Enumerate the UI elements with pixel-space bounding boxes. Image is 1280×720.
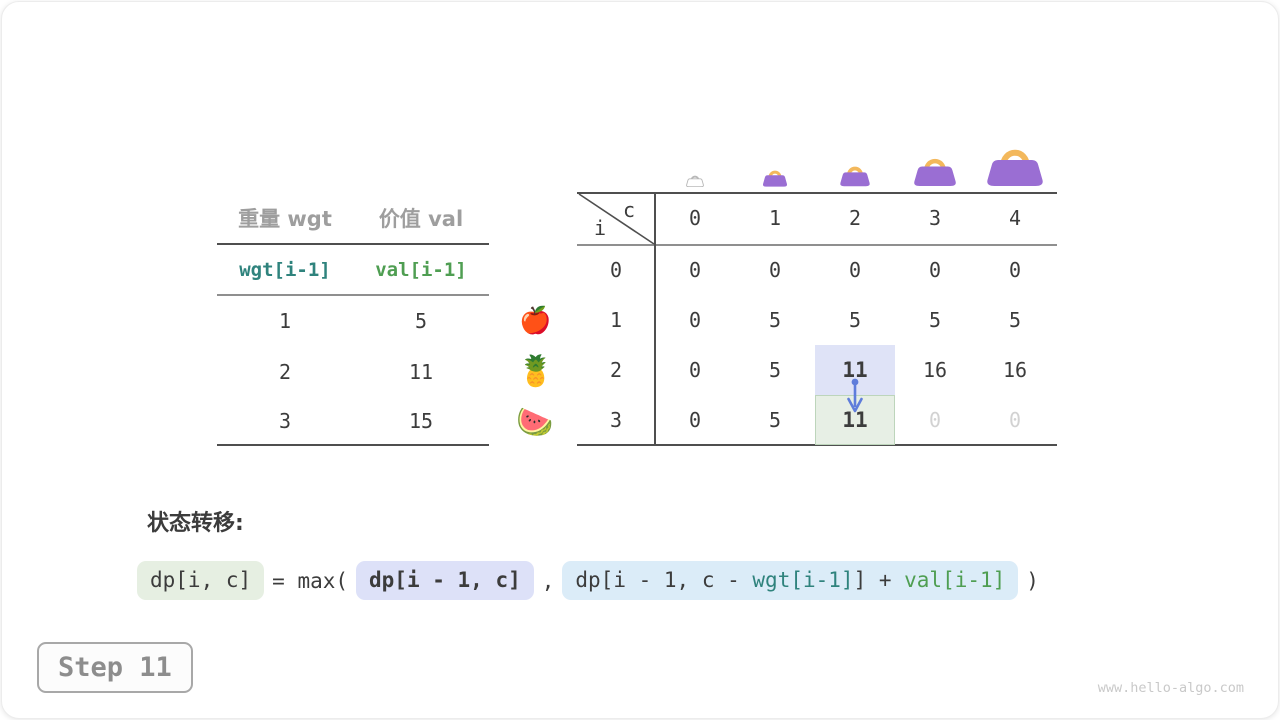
dp-cell-2-0: 0 xyxy=(688,358,702,382)
dp-col-header-4: 4 xyxy=(1008,206,1022,230)
bag-icon-capacity-4 xyxy=(987,149,1043,186)
formula-close-paren: ) xyxy=(1026,568,1039,593)
footer-url: www.hello-algo.com xyxy=(1097,680,1244,696)
item-3-value: 15 xyxy=(408,409,434,433)
dp-cell-1-3: 5 xyxy=(928,308,942,332)
item-3-weight: 3 xyxy=(278,409,292,433)
dp-row-label-2: 2 xyxy=(609,358,623,382)
dp-cell-3-1: 5 xyxy=(768,408,782,432)
bag-icon-capacity-0-empty xyxy=(686,175,704,187)
formula-arg1-pill: dp[i - 1, c] xyxy=(356,561,534,601)
items-index-val: val[i-1] xyxy=(375,259,467,281)
dp-cell-2-3: 16 xyxy=(922,358,948,382)
watermelon-icon: 🍉 xyxy=(516,405,554,440)
transition-label: 状态转移: xyxy=(147,511,244,536)
dp-cell-3-2-highlight-target: 11 xyxy=(815,395,895,445)
dp-cell-3-0: 0 xyxy=(688,408,702,432)
dp-row-1: 1 0 5 5 5 5 xyxy=(577,295,1057,345)
formula-comma: , xyxy=(541,568,555,593)
dp-corner-col-var: c xyxy=(623,198,636,222)
items-row-2: 2 11 xyxy=(217,347,489,397)
items-table: 重量 wgt 价值 val wgt[i-1] val[i-1] 1 5 2 11… xyxy=(217,192,489,448)
formula-arg2-wgt: wgt[i-1] xyxy=(752,568,854,592)
formula-eq-max: = max( xyxy=(272,568,349,593)
dp-cell-2-2-highlight-source: 11 xyxy=(815,345,895,395)
dp-corner-row-var: i xyxy=(594,216,607,240)
dp-line-top xyxy=(577,192,1057,194)
items-col-header-weight: 重量 wgt xyxy=(238,207,332,231)
dp-table-body: 0 0 0 0 0 0 1 0 5 5 5 5 2 0 5 11 16 xyxy=(577,245,1057,445)
dp-row-2: 2 0 5 11 16 16 xyxy=(577,345,1057,395)
items-index-row: wgt[i-1] val[i-1] xyxy=(217,245,489,295)
formula-arg2-pill: dp[i - 1, c - wgt[i-1]] + val[i-1] xyxy=(562,561,1019,601)
item-2-weight: 2 xyxy=(278,360,292,384)
apple-icon: 🍎 xyxy=(519,306,552,336)
dp-col-header-0: 0 xyxy=(688,206,702,230)
dp-cell-3-4: 0 xyxy=(1008,408,1022,432)
bag-icon-capacity-2 xyxy=(840,166,870,187)
dp-cell-2-4: 16 xyxy=(1002,358,1028,382)
dp-cell-1-0: 0 xyxy=(688,308,702,332)
dp-line-vertical xyxy=(654,192,656,446)
dp-col-header-2: 2 xyxy=(848,206,862,230)
dp-line-header xyxy=(577,244,1057,246)
dp-row-label-0: 0 xyxy=(609,258,623,282)
dp-cell-0-0: 0 xyxy=(688,258,702,282)
bag-icon-capacity-1 xyxy=(762,170,788,187)
formula-arg2-pre: dp[i - 1, c - xyxy=(575,568,753,592)
step-badge: Step 11 xyxy=(37,642,193,693)
dp-column-headers: 0 1 2 3 4 xyxy=(655,192,1055,244)
dp-line-bottom xyxy=(577,444,1057,446)
formula-lhs-pill: dp[i, c] xyxy=(137,561,265,601)
dp-cell-0-2: 0 xyxy=(848,258,862,282)
dp-cell-2-1: 5 xyxy=(768,358,782,382)
bag-icon-capacity-3 xyxy=(914,158,956,186)
items-header-row: 重量 wgt 价值 val xyxy=(217,192,489,244)
dp-table: c i 0 1 2 3 4 0 0 0 0 0 0 1 0 5 5 5 xyxy=(577,192,1057,448)
dp-row-label-1: 1 xyxy=(609,308,623,332)
item-1-value: 5 xyxy=(414,309,428,333)
items-table-line-top xyxy=(217,243,489,245)
dp-row-0: 0 0 0 0 0 0 xyxy=(577,245,1057,295)
items-table-line-bottom xyxy=(217,444,489,446)
dp-cell-0-3: 0 xyxy=(928,258,942,282)
dp-cell-0-4: 0 xyxy=(1008,258,1022,282)
dp-cell-1-1: 5 xyxy=(768,308,782,332)
dp-cell-1-4: 5 xyxy=(1008,308,1022,332)
dp-cell-3-3: 0 xyxy=(928,408,942,432)
items-row-1: 1 5 xyxy=(217,296,489,346)
formula-arg2-val: val[i-1] xyxy=(904,568,1006,592)
dp-col-header-3: 3 xyxy=(928,206,942,230)
items-table-line-mid xyxy=(217,294,489,296)
dp-col-header-1: 1 xyxy=(768,206,782,230)
dp-row-3: 3 0 5 11 0 0 xyxy=(577,395,1057,445)
item-1-weight: 1 xyxy=(278,309,292,333)
dp-row-label-3: 3 xyxy=(609,408,623,432)
items-index-wgt: wgt[i-1] xyxy=(239,259,331,281)
dp-corner-diagonal xyxy=(578,193,655,245)
pineapple-icon: 🍍 xyxy=(517,354,555,389)
dp-cell-1-2: 5 xyxy=(848,308,862,332)
items-row-3: 3 15 xyxy=(217,398,489,444)
dp-cell-0-1: 0 xyxy=(768,258,782,282)
items-col-header-value: 价值 val xyxy=(378,207,464,231)
formula-arg2-mid: ] + xyxy=(853,568,905,592)
transition-formula: dp[i, c] = max( dp[i - 1, c] , dp[i - 1,… xyxy=(137,561,1047,601)
item-2-value: 11 xyxy=(408,360,434,384)
